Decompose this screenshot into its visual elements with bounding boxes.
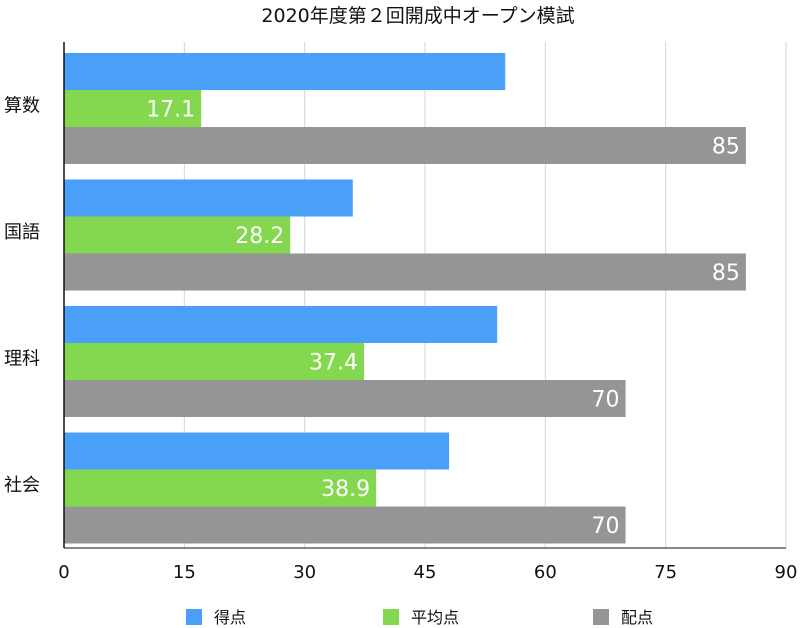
x-tick-label: 45 [414, 562, 437, 583]
bar-平均点 [64, 90, 202, 127]
data-label: 28.2 [235, 224, 284, 249]
x-tick-label: 0 [58, 562, 69, 583]
legend-label: 配点 [621, 608, 653, 627]
data-label: 17.1 [146, 98, 195, 123]
category-label: 社会 [4, 475, 40, 496]
bar-得点 [64, 432, 450, 470]
chart-title: 2020年度第２回開成中オープン模試 [261, 5, 574, 27]
legend-swatch [593, 609, 609, 625]
data-label: 85 [712, 261, 740, 286]
category-label: 算数 [4, 95, 40, 116]
data-label: 38.9 [321, 477, 370, 502]
data-label: 85 [712, 135, 740, 160]
x-tick-label: 90 [775, 562, 798, 583]
data-label: 37.4 [309, 351, 358, 376]
bar-平均点 [64, 469, 377, 507]
x-tick-label: 60 [534, 562, 557, 583]
bar-平均点 [64, 216, 291, 254]
data-label: 70 [592, 388, 620, 413]
bar-配点 [64, 127, 746, 164]
bar-得点 [64, 306, 498, 343]
category-label: 理科 [4, 348, 40, 369]
bar-得点 [64, 53, 506, 90]
legend-label: 得点 [214, 608, 246, 627]
legend-label: 平均点 [411, 608, 459, 627]
bar-配点 [64, 380, 626, 417]
bar-得点 [64, 179, 353, 217]
category-label: 国語 [4, 222, 40, 243]
x-tick-label: 30 [293, 562, 316, 583]
bar-平均点 [64, 343, 365, 380]
data-label: 70 [592, 514, 620, 539]
x-tick-label: 75 [654, 562, 677, 583]
x-tick-label: 15 [173, 562, 196, 583]
data-labels: 17.1 85 28.2 85 37.4 70 38.9 70 [146, 98, 740, 540]
legend-swatch [186, 609, 202, 625]
bar-配点 [64, 506, 626, 544]
legend-swatch [383, 609, 399, 625]
bars [64, 53, 746, 544]
bar-配点 [64, 253, 746, 291]
legend: 得点 平均点 配点 [186, 608, 653, 627]
